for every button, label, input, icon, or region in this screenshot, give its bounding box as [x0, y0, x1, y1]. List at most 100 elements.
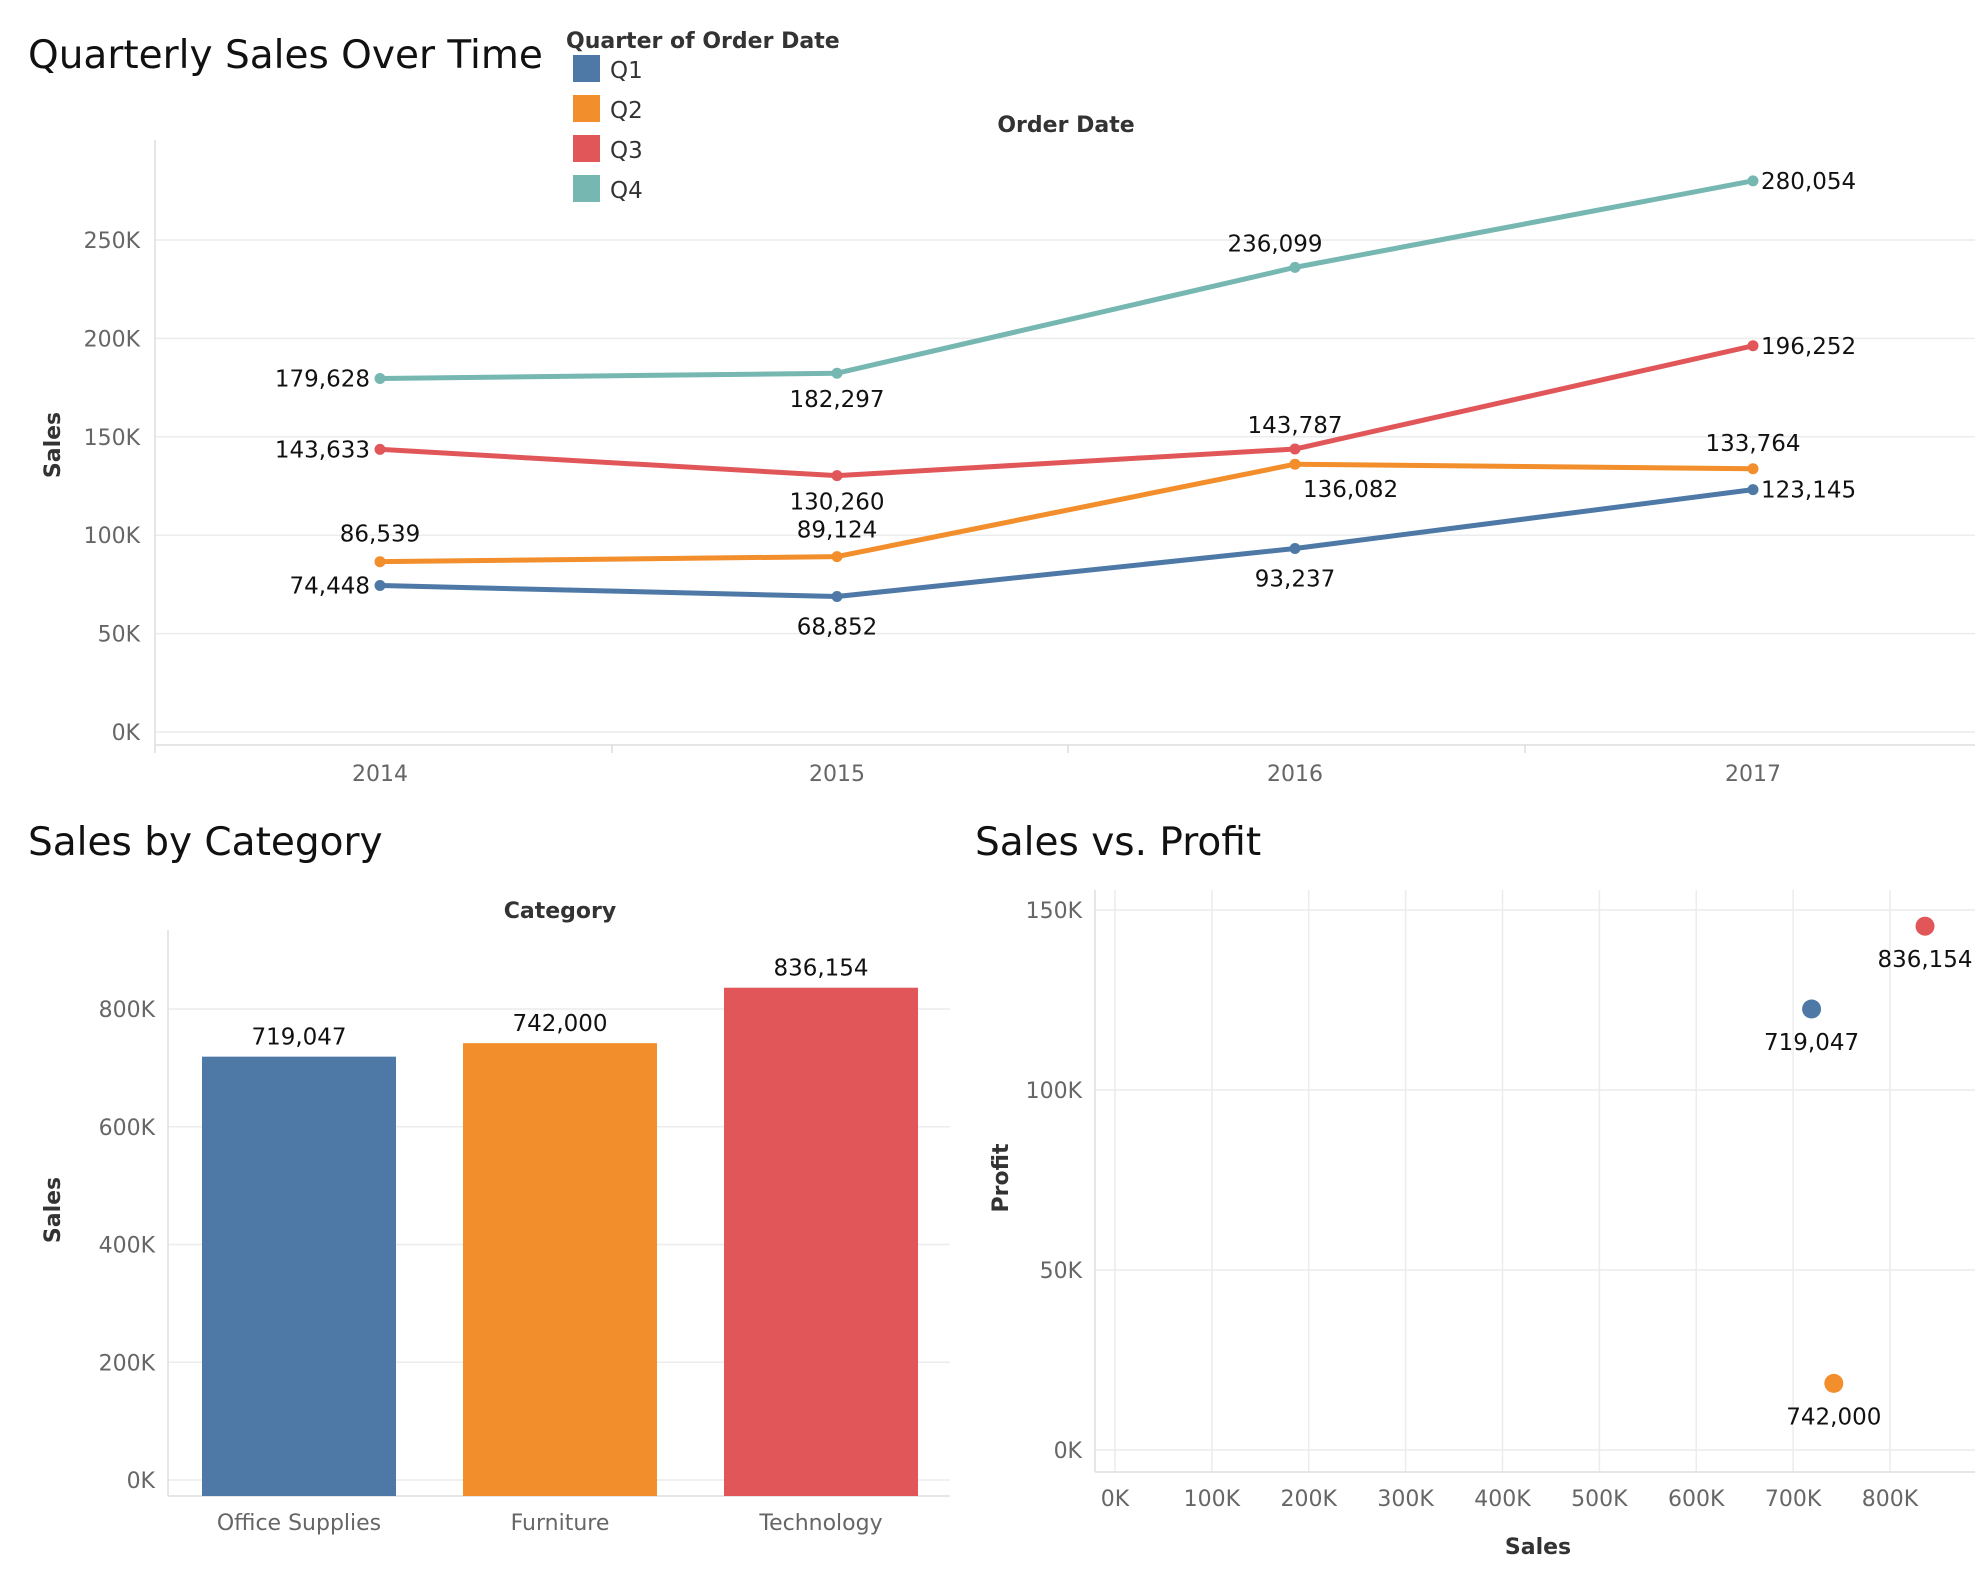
scatter-x-tick-label: 0K — [1101, 1487, 1130, 1512]
legend-label-q3[interactable]: Q3 — [610, 138, 643, 164]
scatter-x-tick-label: 300K — [1377, 1487, 1434, 1512]
bar-data-label: 742,000 — [512, 1011, 607, 1037]
line-point-q1[interactable] — [1289, 543, 1301, 555]
scatter-point[interactable] — [1802, 999, 1822, 1019]
bar-x-tick-label: Furniture — [511, 1511, 610, 1536]
line-series-q4[interactable] — [379, 178, 1754, 381]
line-data-label: 143,787 — [1247, 413, 1342, 439]
bar-chart-y-title: Sales — [41, 1177, 66, 1243]
line-point-q2[interactable] — [831, 551, 843, 563]
line-x-tick-label: 2016 — [1267, 762, 1323, 787]
line-data-label: 179,628 — [275, 366, 370, 392]
line-chart-y-axis: 0K 50K 100K 150K 200K 250K — [84, 229, 141, 746]
legend-swatch-q1[interactable] — [573, 55, 600, 82]
line-point-q4[interactable] — [1747, 175, 1759, 187]
bar-chart-x-title: Category — [504, 899, 616, 924]
line-data-label: 143,633 — [275, 437, 370, 463]
scatter-chart-data-labels: 719,047 742,000 836,154 — [1764, 947, 1973, 1430]
scatter-data-label: 836,154 — [1877, 947, 1972, 973]
scatter-x-tick-label: 200K — [1281, 1487, 1338, 1512]
scatter-y-tick-label: 100K — [1026, 1079, 1083, 1104]
line-chart-grid — [154, 140, 1975, 753]
line-chart-x-axis: 2014 2015 2016 2017 — [352, 762, 1781, 787]
scatter-chart-x-axis: 0K 100K 200K 300K 400K 500K 600K 700K 800K — [1101, 1487, 1919, 1512]
legend-swatch-q4[interactable] — [573, 175, 600, 202]
line-chart-title: Quarterly Sales Over Time — [28, 33, 543, 78]
bar-data-label: 836,154 — [773, 956, 868, 982]
line-chart-series[interactable] — [374, 175, 1759, 602]
bar-chart-y-axis: 0K 200K 400K 600K 800K — [99, 998, 156, 1494]
bar-y-tick-label: 400K — [99, 1234, 156, 1259]
line-x-tick-label: 2015 — [809, 762, 865, 787]
legend-label-q4[interactable]: Q4 — [610, 178, 643, 204]
line-data-label: 68,852 — [797, 614, 877, 640]
line-series-q2[interactable] — [379, 461, 1754, 565]
bar-data-label: 719,047 — [251, 1025, 346, 1051]
scatter-chart-y-title: Profit — [989, 1143, 1014, 1212]
line-series-q1[interactable] — [379, 487, 1754, 599]
line-chart: Quarterly Sales Over Time Quarter of Ord… — [28, 29, 1975, 787]
bar-technology[interactable] — [724, 987, 918, 1496]
bar-y-tick-label: 200K — [99, 1351, 156, 1376]
bar-chart-bars[interactable] — [202, 987, 918, 1496]
line-y-tick-label: 50K — [98, 623, 141, 648]
line-point-q3[interactable] — [1747, 340, 1759, 352]
scatter-point[interactable] — [1824, 1373, 1844, 1393]
line-x-tick-label: 2014 — [352, 762, 408, 787]
bar-chart-x-axis: Office Supplies Furniture Technology — [217, 1511, 883, 1536]
scatter-y-tick-label: 50K — [1040, 1259, 1083, 1284]
line-y-tick-label: 0K — [112, 721, 141, 746]
line-point-q2[interactable] — [1289, 458, 1301, 470]
scatter-data-label: 742,000 — [1786, 1404, 1881, 1430]
line-point-q2[interactable] — [1747, 463, 1759, 475]
line-data-label: 130,260 — [789, 490, 884, 516]
line-data-label: 196,252 — [1761, 334, 1856, 360]
line-point-q3[interactable] — [374, 443, 386, 455]
scatter-chart-title: Sales vs. Profit — [975, 820, 1261, 865]
line-data-label: 93,237 — [1255, 567, 1335, 593]
line-point-q1[interactable] — [374, 579, 386, 591]
scatter-x-tick-label: 100K — [1184, 1487, 1241, 1512]
line-y-tick-label: 250K — [84, 229, 141, 254]
bar-x-tick-label: Office Supplies — [217, 1511, 381, 1536]
legend-label-q1[interactable]: Q1 — [610, 58, 643, 84]
scatter-x-tick-label: 600K — [1668, 1487, 1725, 1512]
line-data-label: 133,764 — [1705, 431, 1800, 457]
line-chart-data-labels: 74,448 68,852 93,237 123,145 86,539 89,124 136… — [275, 169, 1856, 641]
legend-title: Quarter of Order Date — [566, 29, 840, 54]
bar-y-tick-label: 800K — [99, 998, 156, 1023]
line-data-label: 280,054 — [1761, 169, 1856, 195]
legend-swatch-q2[interactable] — [573, 95, 600, 122]
legend-label-q2[interactable]: Q2 — [610, 98, 643, 124]
line-point-q4[interactable] — [1289, 261, 1301, 273]
line-point-q3[interactable] — [1289, 443, 1301, 455]
scatter-y-tick-label: 150K — [1026, 899, 1083, 924]
line-point-q4[interactable] — [831, 367, 843, 379]
line-point-q3[interactable] — [831, 470, 843, 482]
bar-x-tick-label: Technology — [758, 1511, 882, 1536]
scatter-x-tick-label: 500K — [1571, 1487, 1628, 1512]
line-data-label: 89,124 — [797, 518, 877, 544]
bar-furniture[interactable] — [463, 1043, 657, 1496]
scatter-chart-y-axis: 0K 50K 100K 150K — [1026, 899, 1083, 1464]
line-data-label: 74,448 — [290, 573, 370, 599]
line-point-q1[interactable] — [1747, 484, 1759, 496]
line-chart-legend[interactable]: Quarter of Order Date Q1 Q2 Q3 Q4 — [566, 29, 840, 204]
line-series-q3[interactable] — [379, 343, 1754, 479]
line-x-tick-label: 2017 — [1725, 762, 1781, 787]
bar-y-tick-label: 0K — [127, 1469, 156, 1494]
line-data-label: 86,539 — [340, 522, 420, 548]
legend-swatch-q3[interactable] — [573, 135, 600, 162]
line-data-label: 136,082 — [1303, 477, 1398, 503]
line-point-q1[interactable] — [831, 590, 843, 602]
scatter-point[interactable] — [1915, 916, 1935, 936]
scatter-chart: Sales vs. Profit Sales Profit 0K 50K 100K 1… — [975, 820, 1975, 1560]
bar-chart-title: Sales by Category — [28, 820, 383, 865]
scatter-x-tick-label: 400K — [1474, 1487, 1531, 1512]
bar-office-supplies[interactable] — [202, 1056, 396, 1496]
line-chart-x-title: Order Date — [997, 113, 1134, 138]
line-point-q2[interactable] — [374, 556, 386, 568]
scatter-data-label: 719,047 — [1764, 1030, 1859, 1056]
scatter-chart-points[interactable] — [1802, 916, 1935, 1393]
line-point-q4[interactable] — [374, 372, 386, 384]
